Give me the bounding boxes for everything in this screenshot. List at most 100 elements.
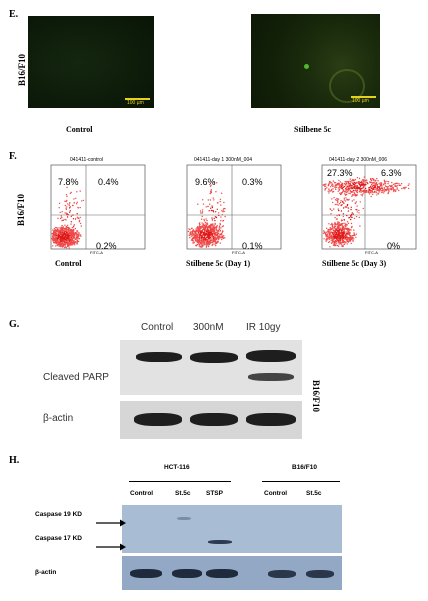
event-dot	[339, 192, 341, 195]
event-dot	[324, 188, 327, 190]
event-dot	[207, 205, 209, 208]
event-dot	[340, 210, 343, 212]
event-dot	[65, 227, 68, 230]
event-dot	[217, 230, 219, 233]
event-dot	[352, 234, 354, 237]
event-dot	[210, 184, 212, 186]
event-dot	[67, 243, 69, 246]
event-dot	[323, 238, 325, 240]
group-underline-hct116	[129, 481, 231, 482]
lane-label-300nm: 300nM	[193, 322, 224, 333]
event-dot	[345, 187, 348, 189]
event-dot	[198, 245, 200, 247]
event-dot	[70, 243, 73, 245]
event-dot	[212, 240, 215, 242]
event-dot	[350, 186, 352, 188]
event-dot	[392, 189, 395, 191]
event-dot	[328, 237, 330, 239]
event-dot	[359, 201, 361, 203]
dot-sparse	[197, 182, 226, 236]
event-dot	[201, 211, 204, 213]
event-dot	[337, 239, 339, 241]
event-dot	[212, 226, 214, 228]
event-dot	[198, 229, 200, 232]
event-dot	[408, 183, 410, 185]
event-dot	[356, 189, 358, 191]
event-dot	[197, 235, 199, 237]
row-label-cleaved-parp: Cleaved PARP	[43, 372, 109, 383]
event-dot	[206, 219, 208, 222]
event-dot	[52, 229, 54, 231]
event-dot	[352, 236, 354, 239]
event-dot	[217, 235, 219, 237]
event-dot	[329, 182, 331, 184]
event-dot	[213, 238, 215, 241]
loading-label-beta-actin: β-actin	[35, 569, 57, 576]
event-dot	[60, 227, 63, 229]
panel-f-cell-line-label: B16/F10	[16, 193, 26, 226]
event-dot	[376, 188, 378, 190]
event-dot	[52, 234, 54, 236]
event-dot	[62, 236, 64, 238]
event-dot	[64, 200, 66, 202]
event-dot	[332, 188, 334, 190]
caption-flow-day1: Stilbene 5c (Day 1)	[186, 259, 251, 268]
event-dot	[73, 236, 75, 239]
event-dot	[213, 225, 216, 227]
event-dot	[331, 225, 334, 227]
event-dot	[202, 232, 205, 234]
event-dot	[377, 193, 380, 195]
event-dot	[218, 225, 221, 227]
event-dot	[353, 179, 355, 182]
group-label-b16f10: B16/F10	[292, 464, 317, 471]
event-dot	[342, 200, 344, 203]
event-dot	[223, 207, 225, 210]
event-dot	[207, 238, 209, 241]
event-dot	[211, 205, 213, 207]
event-dot	[347, 237, 349, 239]
event-dot	[210, 236, 212, 238]
event-dot	[61, 216, 63, 219]
event-dot	[53, 241, 55, 244]
event-dot	[404, 186, 406, 189]
event-dot	[200, 236, 202, 238]
event-dot	[335, 184, 337, 186]
event-dot	[72, 243, 74, 245]
event-dot	[378, 182, 380, 185]
event-dot	[68, 234, 70, 236]
event-dot	[373, 186, 376, 189]
event-dot	[333, 238, 335, 240]
event-dot	[371, 184, 373, 186]
event-dot	[339, 239, 341, 241]
event-dot	[54, 235, 56, 238]
arrow-caspase-19	[96, 514, 126, 532]
event-dot	[325, 235, 327, 238]
plot-xlabel: FITC-A	[365, 250, 378, 255]
event-dot	[337, 234, 339, 236]
event-dot	[58, 229, 60, 231]
event-dot	[77, 206, 79, 209]
event-dot	[205, 245, 208, 248]
event-dot	[353, 183, 356, 186]
quadrant-q2: 6.3%	[381, 168, 402, 178]
event-dot	[213, 230, 215, 233]
event-dot	[197, 203, 199, 205]
event-dot	[349, 187, 351, 189]
event-dot	[214, 219, 216, 222]
event-dot	[342, 186, 345, 189]
event-dot	[326, 187, 328, 189]
event-dot	[75, 203, 78, 205]
event-dot	[329, 208, 331, 210]
event-dot	[203, 220, 206, 222]
event-dot	[64, 234, 66, 236]
event-dot	[341, 219, 343, 221]
event-dot	[374, 186, 376, 188]
event-dot	[337, 184, 339, 186]
event-dot	[212, 210, 214, 212]
event-dot	[394, 185, 397, 187]
event-dot	[54, 241, 56, 243]
event-dot	[52, 236, 54, 238]
event-dot	[188, 234, 191, 237]
event-dot	[220, 220, 222, 222]
event-dot	[354, 234, 356, 237]
